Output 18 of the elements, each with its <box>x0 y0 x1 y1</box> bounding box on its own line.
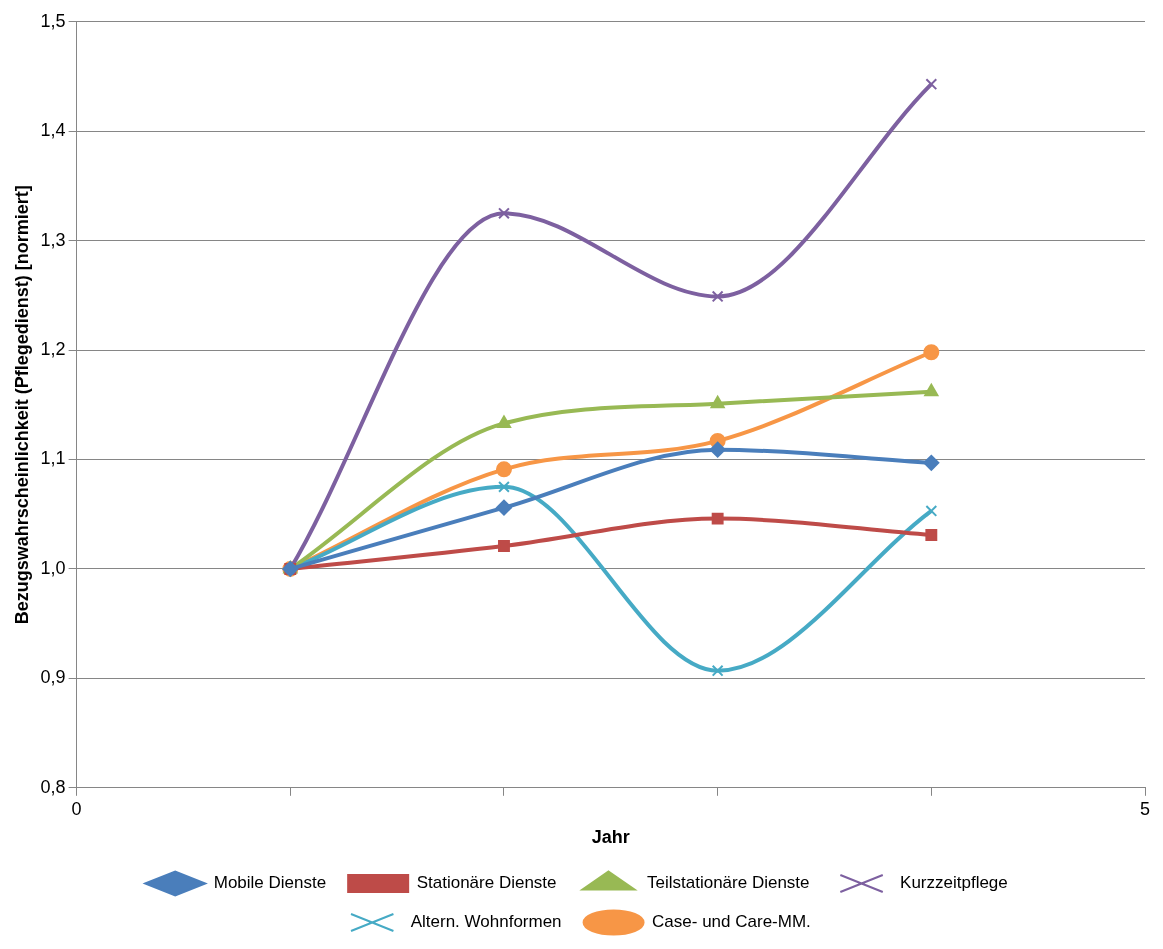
y-tick-label: 1,0 <box>40 557 66 578</box>
y-tick-label: 0,9 <box>40 667 66 688</box>
legend-label: Teilstationäre Dienste <box>647 873 810 893</box>
y-tick-label: 1,5 <box>40 10 66 31</box>
legend-label: Case- und Care-MM. <box>652 912 811 932</box>
legend-label: Altern. Wohnformen <box>410 912 562 932</box>
legend-label: Stationäre Dienste <box>416 873 557 893</box>
y-axis-title: Bezugswahrscheinlichkeit (Pflegedienst) [normiert] <box>11 185 32 625</box>
x-tick-label: 0 <box>71 798 82 819</box>
legend-label: Kurzzeitpflege <box>900 873 1008 893</box>
x-axis-title: Jahr <box>591 827 630 848</box>
y-tick-label: 1,3 <box>40 229 66 250</box>
legend-label: Mobile Dienste <box>213 873 327 893</box>
y-tick-label: 0,8 <box>40 776 66 797</box>
y-tick-label: 1,4 <box>40 120 66 141</box>
y-tick-label: 1,2 <box>40 339 66 360</box>
y-tick-label: 1,1 <box>40 448 66 469</box>
x-tick-label: 5 <box>1139 798 1151 819</box>
